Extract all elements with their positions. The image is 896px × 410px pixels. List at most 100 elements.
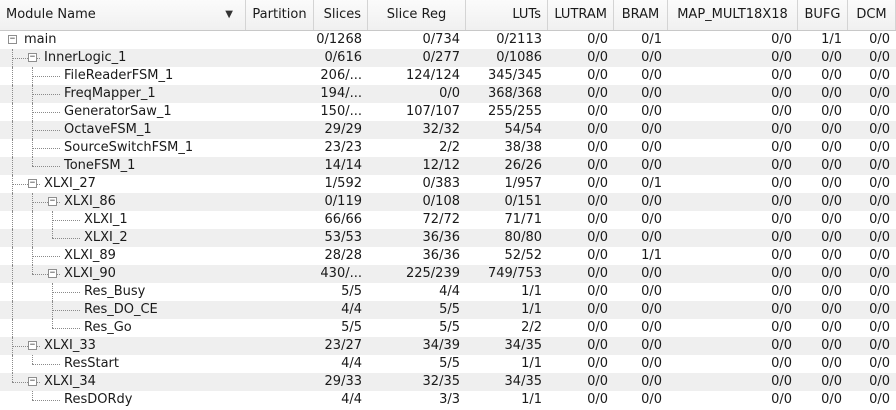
table-row[interactable]: SourceSwitchFSM_1 23/23 2/2 38/38 0/0 0/0 0/0 0… (0, 139, 896, 157)
slices-cell: 14/14 (324, 158, 362, 173)
luts-cell: 80/80 (504, 230, 542, 245)
table-row[interactable]: GeneratorSaw_1 150/... 107/107 255/255 0/0 0/… (0, 103, 896, 121)
column-header-slicereg[interactable]: Slice Reg (368, 0, 466, 30)
lutram-cell: 0/0 (587, 248, 608, 263)
tree-guide-line (12, 193, 13, 211)
bram-cell: 0/0 (641, 194, 662, 209)
column-header-name[interactable]: Module Name ▼ (0, 0, 246, 30)
column-header-bram[interactable]: BRAM (614, 0, 668, 30)
mult-cell: 0/0 (771, 284, 792, 299)
dcm-cell: 0/0 (869, 194, 890, 209)
table-row[interactable]: ResStart 4/4 5/5 1/1 0/0 0/0 0/0 0/0 0/0 (0, 355, 896, 373)
collapse-icon[interactable]: − (8, 34, 17, 44)
module-name-cell: ResStart (0, 355, 246, 373)
lutram-cell: 0/0 (587, 122, 608, 137)
tree-guide-line (32, 265, 33, 274)
luts-cell: 0/1086 (496, 50, 542, 65)
slicereg-cell: 3/3 (439, 392, 460, 407)
table-row[interactable]: − XLXI_33 23/27 34/39 34/35 0/0 0/0 0/0 0/0 0/0 (0, 337, 896, 355)
table-row[interactable]: − InnerLogic_1 0/616 0/277 0/1086 0/0 0/0 0/0 0/… (0, 49, 896, 67)
lutram-cell: 0/0 (587, 104, 608, 119)
table-row[interactable]: ResDORdy 4/4 3/3 1/1 0/0 0/0 0/0 0/0 0/0 (0, 391, 896, 409)
bufg-cell: 0/0 (821, 230, 842, 245)
mult-cell: 0/0 (771, 266, 792, 281)
table-row[interactable]: − main 0/1268 0/734 0/2113 0/0 0/1 0/0 1/1 0/0 (0, 31, 896, 49)
slicereg-cell: 72/72 (422, 212, 460, 227)
dcm-cell: 0/0 (869, 158, 890, 173)
table-row[interactable]: Res_Go 5/5 5/5 2/2 0/0 0/0 0/0 0/0 0/0 (0, 319, 896, 337)
collapse-icon[interactable]: − (28, 376, 37, 386)
module-name-label: FreqMapper_1 (64, 86, 156, 101)
dcm-cell: 0/0 (869, 140, 890, 155)
table-row[interactable]: Res_Busy 5/5 4/4 1/1 0/0 0/0 0/0 0/0 0/0 (0, 283, 896, 301)
bram-cell: 0/0 (641, 140, 662, 155)
column-header-label: LUTs (512, 7, 541, 22)
table-row[interactable]: − XLXI_34 29/33 32/35 34/35 0/0 0/0 0/0 0/0 0/0 (0, 373, 896, 391)
slicereg-cell: 36/36 (422, 230, 460, 245)
column-header-mult[interactable]: MAP_MULT18X18 (668, 0, 798, 30)
partition-cell (246, 301, 314, 319)
slices-cell: 23/23 (324, 140, 362, 155)
lutram-cell: 0/0 (587, 284, 608, 299)
bufg-cell: 1/1 (821, 32, 842, 47)
luts-cell: 34/35 (504, 338, 542, 353)
table-row[interactable]: XLXI_89 28/28 36/36 52/52 0/0 1/1 0/0 0/0 0/0 (0, 247, 896, 265)
tree-guide-line (12, 265, 13, 283)
bufg-cell: 0/0 (821, 338, 842, 353)
table-row[interactable]: − XLXI_86 0/119 0/108 0/151 0/0 0/0 0/0 0/0 0/0 (0, 193, 896, 211)
dcm-cell: 0/0 (869, 86, 890, 101)
chevron-down-icon[interactable]: ▼ (225, 9, 233, 20)
collapse-icon[interactable]: − (28, 340, 37, 350)
mult-cell: 0/0 (771, 50, 792, 65)
bram-cell: 0/0 (641, 104, 662, 119)
table-row[interactable]: − XLXI_27 1/592 0/383 1/957 0/0 0/1 0/0 0/0 0/0 (0, 175, 896, 193)
module-name-cell: GeneratorSaw_1 (0, 103, 246, 121)
column-header-label: DCM (856, 7, 887, 22)
table-row[interactable]: ToneFSM_1 14/14 12/12 26/26 0/0 0/0 0/0 0/0 0/0 (0, 157, 896, 175)
table-row[interactable]: FileReaderFSM_1 206/... 124/124 345/345 0/0 0… (0, 67, 896, 85)
table-row[interactable]: − XLXI_90 430/... 225/239 749/753 0/0 0/0 0/0 0/… (0, 265, 896, 283)
collapse-icon[interactable]: − (28, 52, 37, 62)
table-row[interactable]: Res_DO_CE 4/4 5/5 1/1 0/0 0/0 0/0 0/0 0/0 (0, 301, 896, 319)
column-header-lutram[interactable]: LUTRAM (548, 0, 614, 30)
column-header-bufg[interactable]: BUFG (798, 0, 848, 30)
luts-cell: 1/1 (521, 284, 542, 299)
luts-cell: 368/368 (487, 86, 542, 101)
collapse-icon[interactable]: − (48, 268, 57, 278)
lutram-cell: 0/0 (587, 212, 608, 227)
mult-cell: 0/0 (771, 392, 792, 407)
bram-cell: 0/0 (641, 68, 662, 83)
collapse-icon[interactable]: − (28, 178, 37, 188)
luts-cell: 71/71 (504, 212, 542, 227)
mult-cell: 0/0 (771, 374, 792, 389)
lutram-cell: 0/0 (587, 320, 608, 335)
bufg-cell: 0/0 (821, 194, 842, 209)
column-header-label: Module Name (6, 7, 96, 22)
bufg-cell: 0/0 (821, 158, 842, 173)
tree-guide-line (12, 301, 13, 319)
luts-cell: 345/345 (487, 68, 542, 83)
module-name-cell: − XLXI_33 (0, 337, 246, 355)
tree-guide-line (12, 211, 13, 229)
slices-cell: 430/... (320, 266, 362, 281)
table-body: − main 0/1268 0/734 0/2113 0/0 0/1 0/0 1/1 0/0− In… (0, 31, 896, 409)
module-name-cell: − XLXI_34 (0, 373, 246, 391)
luts-cell: 54/54 (504, 122, 542, 137)
column-header-slices[interactable]: Slices (314, 0, 368, 30)
column-header-dcm[interactable]: DCM (848, 0, 896, 30)
collapse-icon[interactable]: − (48, 196, 57, 206)
table-row[interactable]: XLXI_1 66/66 72/72 71/71 0/0 0/0 0/0 0/0 0/0 (0, 211, 896, 229)
module-name-cell: Res_Go (0, 319, 246, 337)
luts-cell: 52/52 (504, 248, 542, 263)
module-name-label: XLXI_86 (64, 194, 116, 209)
slices-cell: 150/... (320, 104, 362, 119)
table-row[interactable]: OctaveFSM_1 29/29 32/32 54/54 0/0 0/0 0/0 0/0 0/… (0, 121, 896, 139)
module-name-label: InnerLogic_1 (44, 50, 127, 65)
table-row[interactable]: FreqMapper_1 194/... 0/0 368/368 0/0 0/0 0/0 0/… (0, 85, 896, 103)
column-header-luts[interactable]: LUTs (466, 0, 548, 30)
tree-guide-line (12, 373, 13, 382)
column-header-partition[interactable]: Partition (246, 0, 314, 30)
table-row[interactable]: XLXI_2 53/53 36/36 80/80 0/0 0/0 0/0 0/0 0/0 (0, 229, 896, 247)
partition-cell (246, 211, 314, 229)
bram-cell: 0/0 (641, 356, 662, 371)
